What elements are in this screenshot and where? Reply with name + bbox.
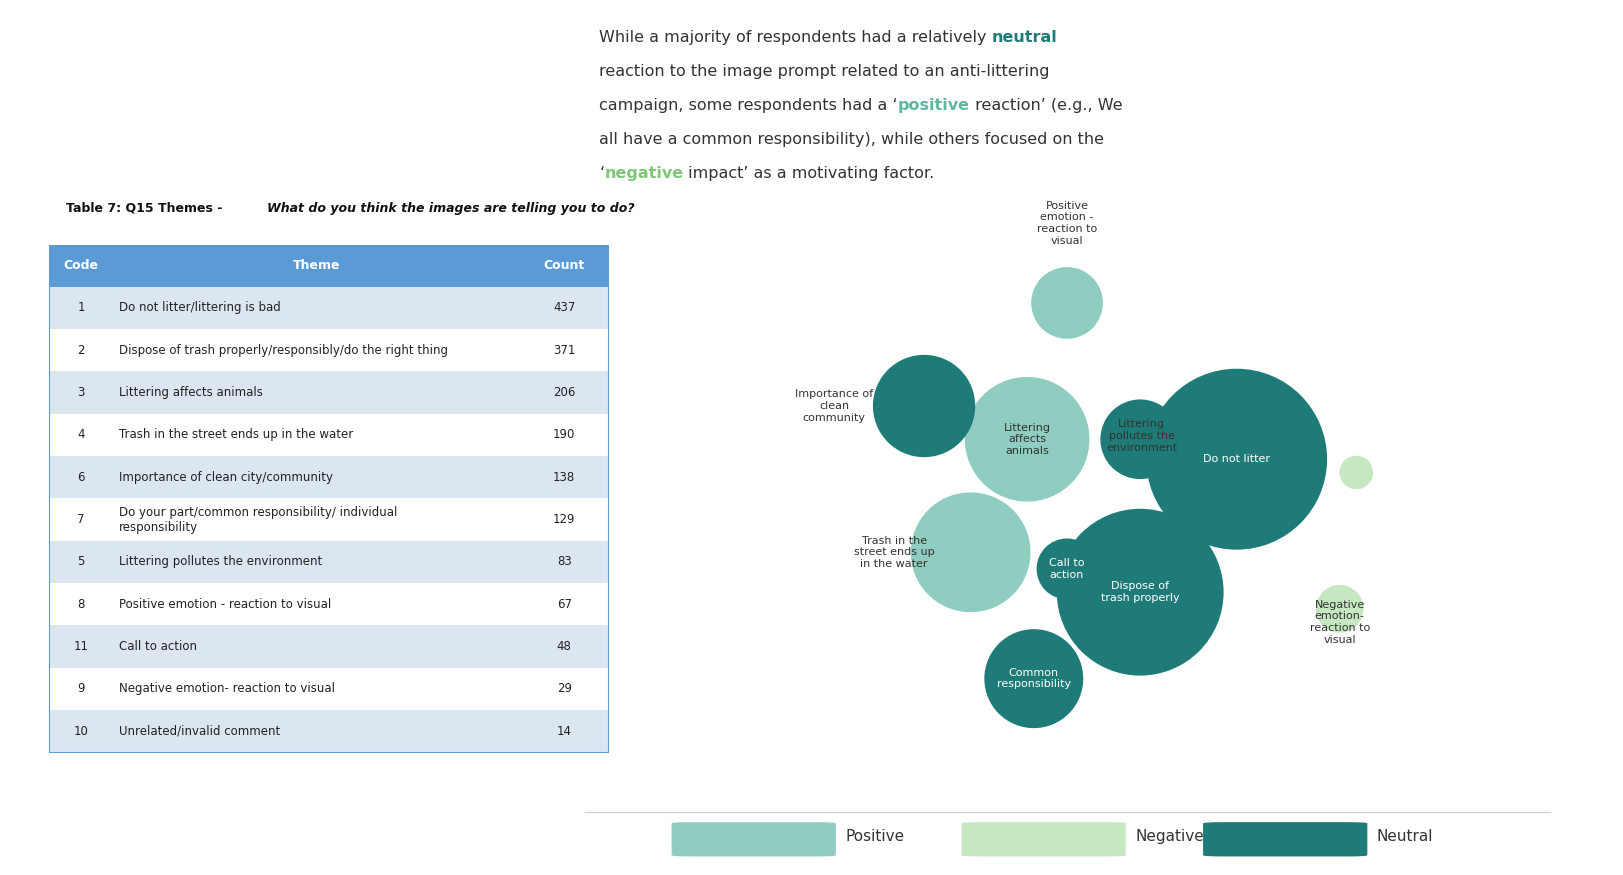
- Text: 190: 190: [553, 429, 575, 441]
- FancyBboxPatch shape: [49, 371, 609, 414]
- FancyBboxPatch shape: [672, 822, 836, 857]
- Text: 1: 1: [78, 301, 84, 314]
- Text: What do you think the images are telling you to do?: What do you think the images are telling…: [268, 201, 635, 214]
- Text: 9: 9: [78, 682, 84, 696]
- Circle shape: [1146, 369, 1326, 549]
- Text: reaction to the image prompt related to an anti-littering: reaction to the image prompt related to …: [599, 65, 1048, 80]
- Text: Table 7: Q15 Themes -: Table 7: Q15 Themes -: [65, 201, 226, 214]
- FancyBboxPatch shape: [49, 583, 609, 626]
- FancyBboxPatch shape: [49, 626, 609, 668]
- Text: campaign, some respondents had a ‘: campaign, some respondents had a ‘: [599, 98, 898, 114]
- Text: Do not litter/littering is bad: Do not litter/littering is bad: [118, 301, 281, 314]
- Text: 3: 3: [78, 386, 84, 399]
- Text: Littering affects animals: Littering affects animals: [118, 386, 263, 399]
- FancyBboxPatch shape: [961, 822, 1125, 857]
- FancyBboxPatch shape: [49, 541, 609, 583]
- Text: all have a common responsibility), while others focused on the: all have a common responsibility), while…: [599, 132, 1104, 147]
- Text: Trash in the street ends up in the water: Trash in the street ends up in the water: [118, 429, 352, 441]
- Text: Importance of
clean
community: Importance of clean community: [795, 389, 873, 423]
- Text: 11: 11: [73, 640, 88, 653]
- Text: 48: 48: [557, 640, 571, 653]
- Text: Positive: Positive: [846, 830, 904, 844]
- Text: Call to
action: Call to action: [1048, 558, 1084, 580]
- FancyBboxPatch shape: [49, 329, 609, 371]
- Text: 206: 206: [553, 386, 575, 399]
- FancyBboxPatch shape: [49, 456, 609, 499]
- Text: 8: 8: [78, 598, 84, 611]
- Text: Littering
affects
animals: Littering affects animals: [1003, 423, 1050, 456]
- Text: 6: 6: [78, 471, 84, 484]
- Text: 29: 29: [557, 682, 571, 696]
- Text: Code: Code: [63, 259, 99, 272]
- Circle shape: [985, 630, 1083, 727]
- Text: ‘: ‘: [599, 166, 604, 181]
- Text: Negative: Negative: [1134, 830, 1203, 844]
- Text: neutral: neutral: [992, 31, 1057, 46]
- Text: 4: 4: [78, 429, 84, 441]
- Text: 2: 2: [78, 344, 84, 357]
- FancyBboxPatch shape: [1203, 822, 1367, 857]
- Text: 129: 129: [552, 513, 575, 526]
- Text: Dispose of trash properly/responsibly/do the right thing: Dispose of trash properly/responsibly/do…: [118, 344, 448, 357]
- Circle shape: [1339, 457, 1371, 488]
- Text: positive: positive: [898, 98, 969, 114]
- Text: 67: 67: [557, 598, 571, 611]
- Text: Theme: Theme: [292, 259, 339, 272]
- Text: Do your part/common responsibility/ individual
responsibility: Do your part/common responsibility/ indi…: [118, 506, 398, 534]
- Text: 5: 5: [78, 556, 84, 569]
- Text: Dispose of
trash properly: Dispose of trash properly: [1100, 581, 1178, 603]
- Text: Trash in the
street ends up
in the water: Trash in the street ends up in the water: [854, 536, 933, 569]
- Text: 14: 14: [557, 724, 571, 738]
- Text: negative: negative: [604, 166, 683, 181]
- FancyBboxPatch shape: [49, 287, 609, 329]
- Circle shape: [911, 493, 1029, 612]
- Circle shape: [1316, 585, 1362, 632]
- Text: Unrelated/invalid comment: Unrelated/invalid comment: [118, 724, 279, 738]
- Text: While a majority of respondents had a relatively: While a majority of respondents had a re…: [599, 31, 992, 46]
- Text: 437: 437: [553, 301, 575, 314]
- Text: Positive
emotion -
reaction to
visual: Positive emotion - reaction to visual: [1035, 200, 1097, 246]
- Text: 371: 371: [553, 344, 575, 357]
- Text: 10: 10: [73, 724, 88, 738]
- Text: Common
responsibility: Common responsibility: [997, 668, 1070, 690]
- Circle shape: [1037, 539, 1096, 598]
- FancyBboxPatch shape: [49, 499, 609, 541]
- Text: Positive emotion - reaction to visual: Positive emotion - reaction to visual: [118, 598, 331, 611]
- FancyBboxPatch shape: [49, 414, 609, 456]
- Text: impact’ as a motivating factor.: impact’ as a motivating factor.: [683, 166, 935, 181]
- Text: reaction’ (e.g., We: reaction’ (e.g., We: [969, 98, 1121, 114]
- Circle shape: [1100, 400, 1178, 479]
- Circle shape: [1057, 509, 1222, 675]
- Text: 83: 83: [557, 556, 571, 569]
- Circle shape: [873, 355, 974, 457]
- Text: Negative
emotion-
reaction to
visual: Negative emotion- reaction to visual: [1308, 599, 1368, 645]
- FancyBboxPatch shape: [49, 710, 609, 752]
- Text: 7: 7: [78, 513, 84, 526]
- Text: Count: Count: [544, 259, 584, 272]
- FancyBboxPatch shape: [49, 668, 609, 710]
- Circle shape: [966, 378, 1087, 500]
- Text: Littering pollutes the environment: Littering pollutes the environment: [118, 556, 321, 569]
- FancyBboxPatch shape: [49, 245, 609, 287]
- Text: 138: 138: [553, 471, 575, 484]
- Text: Negative emotion- reaction to visual: Negative emotion- reaction to visual: [118, 682, 334, 696]
- Text: Importance of clean city/community: Importance of clean city/community: [118, 471, 333, 484]
- Text: Neutral: Neutral: [1376, 830, 1433, 844]
- Text: Littering
pollutes the
environment: Littering pollutes the environment: [1105, 419, 1177, 452]
- Text: Call to action: Call to action: [118, 640, 196, 653]
- Circle shape: [1031, 268, 1102, 338]
- Text: Do not litter: Do not litter: [1203, 454, 1269, 465]
